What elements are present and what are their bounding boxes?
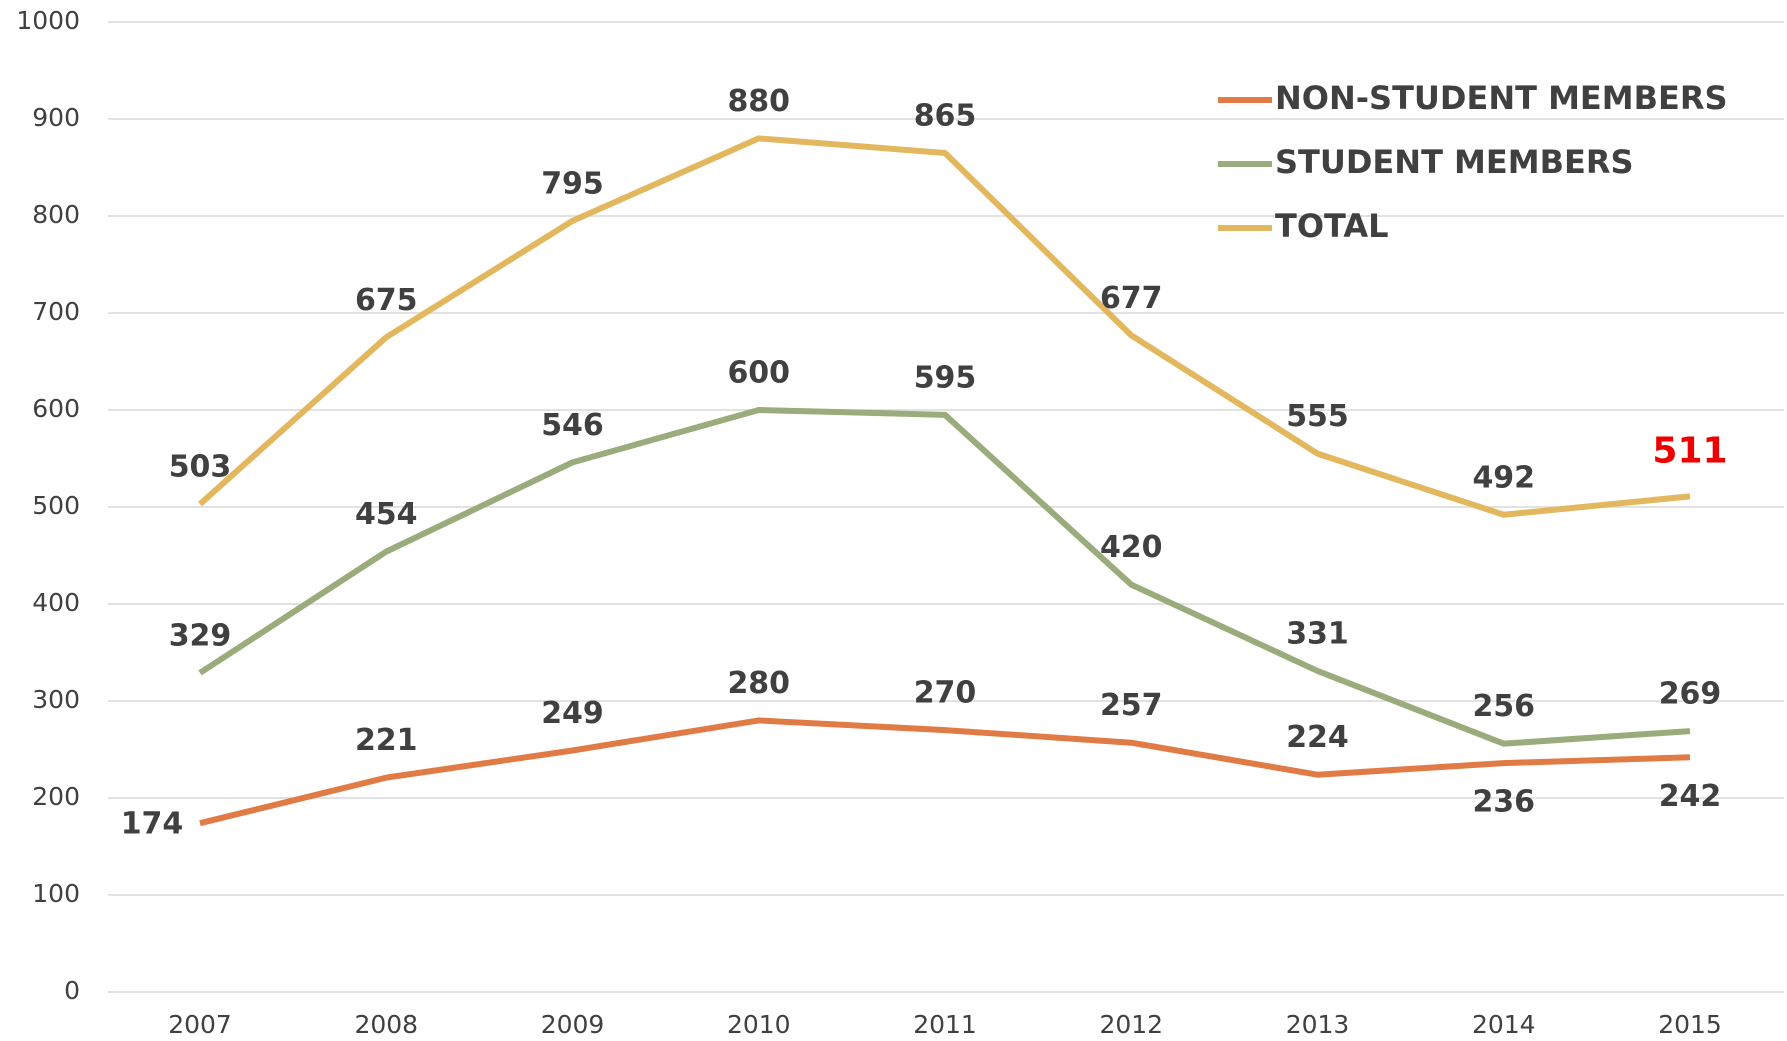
data-label: 280: [727, 666, 790, 701]
data-label: 174: [121, 807, 184, 842]
data-label: 503: [169, 450, 232, 485]
x-tick-label: 2007: [168, 1010, 232, 1039]
y-tick-label: 500: [32, 491, 80, 520]
y-tick-label: 800: [32, 200, 80, 229]
y-tick-label: 1000: [16, 6, 80, 35]
data-label: 595: [914, 360, 977, 395]
legend-label: STUDENT MEMBERS: [1275, 143, 1634, 181]
data-label: 677: [1100, 281, 1163, 316]
data-label: 270: [914, 676, 977, 711]
series-line: [199, 717, 1691, 827]
y-tick-label: 100: [32, 879, 80, 908]
x-tick-label: 2009: [541, 1010, 605, 1039]
data-label: 331: [1286, 616, 1349, 651]
data-label: 221: [355, 723, 418, 758]
y-tick-label: 400: [32, 588, 80, 617]
x-tick-label: 2008: [354, 1010, 418, 1039]
data-label: 511: [1652, 430, 1727, 471]
y-tick-label: 300: [32, 685, 80, 714]
data-label: 224: [1286, 720, 1349, 755]
data-label: 420: [1100, 530, 1163, 565]
x-tick-label: 2011: [913, 1010, 977, 1039]
data-label: 257: [1100, 688, 1163, 723]
data-label: 242: [1659, 779, 1722, 814]
data-label: 675: [355, 283, 418, 318]
series-line: [197, 135, 1691, 518]
data-label: 600: [727, 356, 790, 391]
data-label: 256: [1472, 689, 1535, 724]
y-tick-label: 700: [32, 297, 80, 326]
x-tick-label: 2010: [727, 1010, 791, 1039]
data-label: 329: [169, 618, 232, 653]
data-label: 269: [1659, 677, 1722, 712]
data-label: 880: [727, 84, 790, 119]
x-tick-label: 2014: [1472, 1010, 1536, 1039]
x-tick-label: 2015: [1658, 1010, 1722, 1039]
data-label: 546: [541, 408, 604, 443]
data-label: 492: [1472, 460, 1535, 495]
y-tick-label: 200: [32, 782, 80, 811]
data-label: 865: [914, 98, 977, 133]
data-label: 249: [541, 696, 604, 731]
y-tick-label: 600: [32, 394, 80, 423]
x-tick-label: 2013: [1286, 1010, 1350, 1039]
legend-label: NON-STUDENT MEMBERS: [1275, 79, 1728, 117]
data-label: 236: [1472, 785, 1535, 820]
data-label: 454: [355, 497, 418, 532]
legend-label: TOTAL: [1275, 207, 1389, 245]
data-label: 795: [541, 166, 604, 201]
y-tick-label: 900: [32, 103, 80, 132]
y-tick-label: 0: [64, 976, 80, 1005]
series-line: [198, 407, 1691, 747]
x-tick-label: 2012: [1099, 1010, 1163, 1039]
data-label: 555: [1286, 399, 1349, 434]
